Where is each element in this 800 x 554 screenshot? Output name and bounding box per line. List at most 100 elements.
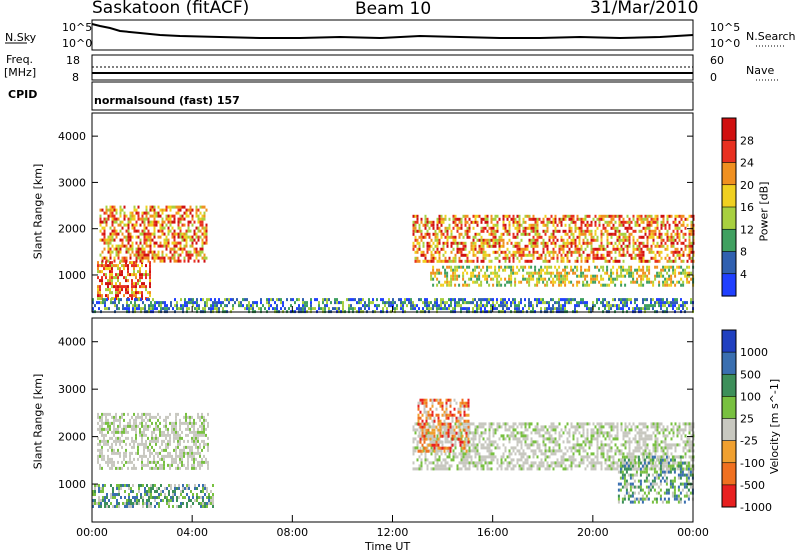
data-cell bbox=[163, 259, 166, 263]
data-cell bbox=[268, 298, 270, 302]
data-cell bbox=[155, 253, 158, 257]
data-cell bbox=[378, 304, 380, 308]
data-cell bbox=[662, 238, 665, 242]
data-cell bbox=[414, 256, 417, 260]
data-cell bbox=[616, 235, 619, 239]
data-cell bbox=[524, 259, 527, 263]
data-cell bbox=[456, 268, 459, 272]
data-cell bbox=[546, 220, 549, 224]
data-cell bbox=[586, 253, 589, 257]
data-cell bbox=[428, 422, 431, 426]
data-cell bbox=[518, 304, 520, 308]
data-cell bbox=[302, 307, 304, 311]
data-cell bbox=[181, 451, 183, 455]
data-cell bbox=[434, 452, 437, 456]
data-cell bbox=[153, 208, 156, 212]
data-cell bbox=[276, 307, 278, 311]
data-cell bbox=[137, 451, 139, 455]
data-cell bbox=[456, 455, 459, 459]
data-cell bbox=[546, 437, 549, 441]
data-cell bbox=[524, 434, 527, 438]
data-cell bbox=[518, 452, 521, 456]
data-cell bbox=[542, 461, 545, 465]
data-cell bbox=[424, 458, 427, 462]
data-cell bbox=[464, 223, 467, 227]
data-cell bbox=[147, 217, 150, 221]
data-cell bbox=[430, 271, 433, 275]
data-cell bbox=[478, 425, 481, 429]
data-cell bbox=[155, 442, 157, 446]
data-cell bbox=[185, 238, 188, 242]
data-cell bbox=[480, 226, 483, 230]
data-cell bbox=[123, 427, 125, 431]
data-cell bbox=[610, 271, 613, 275]
data-cell bbox=[444, 461, 447, 465]
data-cell bbox=[188, 484, 190, 487]
data-cell bbox=[482, 455, 485, 459]
data-cell bbox=[114, 304, 116, 308]
data-cell bbox=[660, 235, 663, 239]
data-cell bbox=[436, 271, 439, 275]
data-cell bbox=[608, 220, 611, 224]
data-cell bbox=[476, 214, 479, 218]
data-cell bbox=[506, 464, 509, 468]
data-cell bbox=[144, 490, 146, 493]
data-cell bbox=[558, 280, 561, 284]
data-cell bbox=[684, 244, 687, 248]
data-cell bbox=[198, 307, 200, 311]
data-cell bbox=[187, 421, 189, 425]
data-cell bbox=[159, 427, 161, 431]
data-cell bbox=[328, 307, 330, 311]
data-cell bbox=[570, 301, 572, 305]
data-cell bbox=[125, 430, 127, 434]
data-cell bbox=[486, 304, 488, 308]
data-cell bbox=[556, 464, 559, 468]
data-cell bbox=[113, 448, 115, 452]
data-cell bbox=[442, 283, 445, 287]
data-cell bbox=[570, 467, 573, 471]
data-cell bbox=[210, 499, 212, 502]
data-cell bbox=[193, 418, 195, 422]
data-cell bbox=[520, 422, 523, 426]
data-cell bbox=[516, 440, 519, 444]
data-cell bbox=[159, 235, 162, 239]
data-cell bbox=[129, 261, 131, 265]
data-cell bbox=[494, 235, 497, 239]
data-cell bbox=[470, 247, 473, 251]
data-cell bbox=[155, 460, 157, 464]
data-cell bbox=[672, 250, 675, 254]
data-cell bbox=[136, 304, 138, 308]
data-cell bbox=[432, 277, 435, 281]
data-cell bbox=[133, 217, 136, 221]
data-cell bbox=[450, 431, 453, 435]
data-cell bbox=[638, 283, 641, 287]
data-cell bbox=[149, 448, 151, 452]
data-cell bbox=[226, 304, 228, 308]
data-cell bbox=[151, 253, 154, 257]
data-cell bbox=[526, 226, 529, 230]
data-cell bbox=[424, 301, 426, 305]
data-cell bbox=[506, 253, 509, 257]
data-cell bbox=[126, 484, 128, 487]
data-cell bbox=[274, 307, 276, 311]
data-cell bbox=[622, 220, 625, 224]
data-cell bbox=[372, 301, 374, 305]
data-cell bbox=[199, 463, 201, 467]
data-cell bbox=[226, 298, 228, 302]
data-cell bbox=[476, 238, 479, 242]
data-cell bbox=[127, 270, 129, 274]
data-cell bbox=[109, 270, 111, 274]
data-cell bbox=[153, 229, 156, 233]
data-cell bbox=[102, 301, 104, 305]
data-cell bbox=[658, 244, 661, 248]
data-cell bbox=[168, 484, 170, 487]
data-cell bbox=[98, 490, 100, 493]
data-cell bbox=[516, 265, 519, 269]
data-cell bbox=[205, 226, 208, 230]
data-cell bbox=[666, 214, 669, 218]
data-cell bbox=[105, 217, 108, 221]
data-cell bbox=[532, 250, 535, 254]
data-cell bbox=[216, 304, 218, 308]
data-cell bbox=[504, 283, 507, 287]
data-cell bbox=[185, 415, 187, 419]
